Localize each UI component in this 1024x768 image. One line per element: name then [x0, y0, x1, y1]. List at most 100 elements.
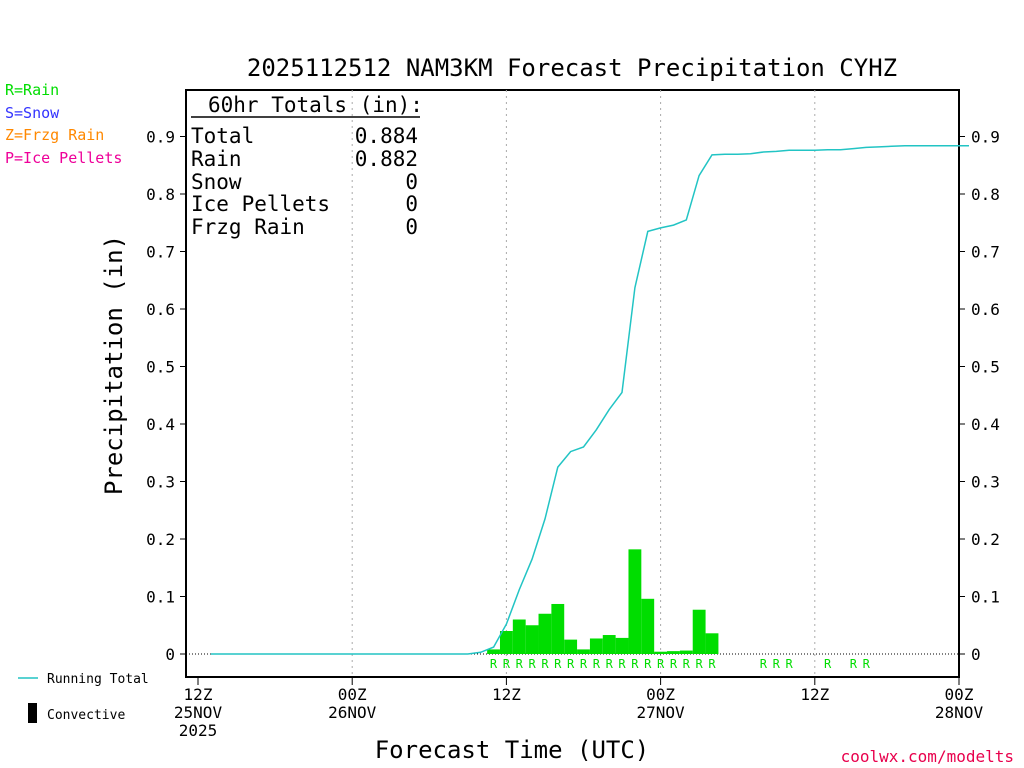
y-tick-label-right-0: 0: [971, 645, 981, 664]
precip-bars: [487, 549, 719, 654]
y-tick-label-left-0.5: 0.5: [146, 358, 175, 377]
y-tick-label-left-0.2: 0.2: [146, 530, 175, 549]
y-tick-label-right-0.4: 0.4: [971, 415, 1000, 434]
y-axis: 0 00.1 0.10.2 0.20.3 0.30.4 0.40.5 0.50.6 0.60.…: [146, 128, 1000, 665]
precip-type-marker-34h: R: [631, 657, 639, 671]
y-tick-label-right-0.1: 0.1: [971, 588, 1000, 607]
y-tick-label-left-0.3: 0.3: [146, 473, 175, 492]
plot-area: [185, 89, 960, 678]
precip-type-marker-32h: R: [606, 657, 614, 671]
y-tick-label-right-0.7: 0.7: [971, 243, 1000, 262]
x-tick-label-0h-line2: 25NOV: [174, 703, 223, 722]
precip-bar-33h: [615, 637, 629, 654]
y-tick-label-left-0.4: 0.4: [146, 415, 175, 434]
x-tick-label-60h-line2: 28NOV: [935, 703, 984, 722]
totals-value-total: 0.884: [355, 124, 418, 148]
precip-bar-35h: [641, 598, 655, 654]
y-tick-label-left-0.1: 0.1: [146, 588, 175, 607]
legend-ice-pellets: P=Ice Pellets: [5, 149, 122, 167]
precip-bar-24h: [499, 631, 513, 654]
y-tick-label-right-0.8: 0.8: [971, 185, 1000, 204]
totals-box: 60hr Totals (in): Total 0.884 Rain 0.882…: [191, 93, 423, 239]
precip-bar-27h: [538, 613, 552, 654]
x-tick-label-48h-line1: 12Z: [800, 685, 829, 704]
chart-title: 2025112512 NAM3KM Forecast Precipitation…: [247, 54, 897, 82]
precip-type-marker-28h: R: [554, 657, 562, 671]
y-tick-label-left-0.8: 0.8: [146, 185, 175, 204]
y-tick-label-left-0: 0: [165, 645, 175, 664]
y-tick-label-right-0.6: 0.6: [971, 300, 1000, 319]
precip-type-marker-40h: R: [708, 657, 716, 671]
totals-label-total: Total: [191, 124, 254, 148]
running-total-series: [210, 144, 969, 655]
precip-type-marker-37h: R: [670, 657, 678, 671]
y-tick-label-right-0.9: 0.9: [971, 128, 1000, 147]
x-tick-label-36h-line1: 00Z: [646, 685, 675, 704]
y-tick-label-left-0.7: 0.7: [146, 243, 175, 262]
totals-label-frzg-rain: Frzg Rain: [191, 215, 305, 239]
totals-label-ice-pellets: Ice Pellets: [191, 192, 330, 216]
precip-type-marker-49h: R: [824, 657, 832, 671]
precip-type-marker-46h: R: [785, 657, 793, 671]
x-axis-title: Forecast Time (UTC): [375, 736, 650, 764]
x-tick-label-0h-line3: 2025: [179, 721, 218, 740]
footer-legend: Running Total Convective: [18, 672, 149, 723]
totals-value-ice-pellets: 0: [405, 192, 418, 216]
y-tick-label-right-0.5: 0.5: [971, 358, 1000, 377]
x-tick-label-12h-line1: 00Z: [338, 685, 367, 704]
totals-value-frzg-rain: 0: [405, 215, 418, 239]
y-axis-title: Precipitation (in): [100, 235, 128, 495]
precip-bar-31h: [589, 638, 603, 654]
totals-label-snow: Snow: [191, 170, 242, 194]
precip-bar-40h: [705, 633, 719, 654]
totals-label-rain: Rain: [191, 147, 242, 171]
totals-header: 60hr Totals (in):: [208, 93, 423, 117]
precip-type-marker-29h: R: [567, 657, 575, 671]
precip-bar-23h: [487, 649, 500, 654]
x-tick-label-60h-line1: 00Z: [945, 685, 974, 704]
precip-type-marker-44h: R: [760, 657, 768, 671]
x-tick-label-36h-line2: 27NOV: [637, 703, 686, 722]
convective-legend-label: Convective: [47, 708, 125, 723]
running-total-legend-label: Running Total: [47, 672, 149, 687]
x-tick-label-0h-line1: 12Z: [184, 685, 213, 704]
precip-type-marker-36h: R: [657, 657, 665, 671]
convective-legend-swatch: [28, 703, 37, 723]
x-tick-label-12h-line2: 26NOV: [328, 703, 377, 722]
precip-type-marker-23h: R: [490, 657, 498, 671]
precip-bar-34h: [628, 549, 642, 654]
precip-bar-36h: [654, 651, 668, 654]
precip-type-marker-51h: R: [850, 657, 858, 671]
precip-bar-29h: [564, 639, 578, 654]
legend-freezing-rain: Z=Frzg Rain: [5, 126, 104, 144]
legend-snow: S=Snow: [5, 104, 60, 122]
y-tick-label-left-0.9: 0.9: [146, 128, 175, 147]
precip-bar-30h: [577, 649, 590, 654]
y-tick-label-left-0.6: 0.6: [146, 300, 175, 319]
precip-type-marker-25h: R: [516, 657, 524, 671]
precip-type-marker-33h: R: [618, 657, 626, 671]
precip-type-marker-35h: R: [644, 657, 652, 671]
precip-type-legend: R=Rain S=Snow Z=Frzg Rain P=Ice Pellets: [5, 81, 122, 167]
precip-bar-32h: [602, 635, 616, 654]
precip-type-marker-30h: R: [580, 657, 588, 671]
precip-type-marker-45h: R: [773, 657, 781, 671]
totals-value-rain: 0.882: [355, 147, 418, 171]
precip-bar-39h: [692, 609, 706, 654]
y-tick-label-right-0.2: 0.2: [971, 530, 1000, 549]
precip-type-marker-39h: R: [696, 657, 704, 671]
precip-type-marker-26h: R: [528, 657, 536, 671]
totals-value-snow: 0: [405, 170, 418, 194]
precip-type-marker-31h: R: [593, 657, 601, 671]
gridlines: [186, 90, 959, 677]
precip-type-marker-24h: R: [503, 657, 511, 671]
running-total-line: [210, 144, 969, 655]
precip-type-marker-27h: R: [541, 657, 549, 671]
x-tick-label-24h-line1: 12Z: [492, 685, 521, 704]
legend-rain: R=Rain: [5, 81, 59, 99]
precip-type-marker-38h: R: [683, 657, 691, 671]
precip-type-marker-52h: R: [863, 657, 871, 671]
